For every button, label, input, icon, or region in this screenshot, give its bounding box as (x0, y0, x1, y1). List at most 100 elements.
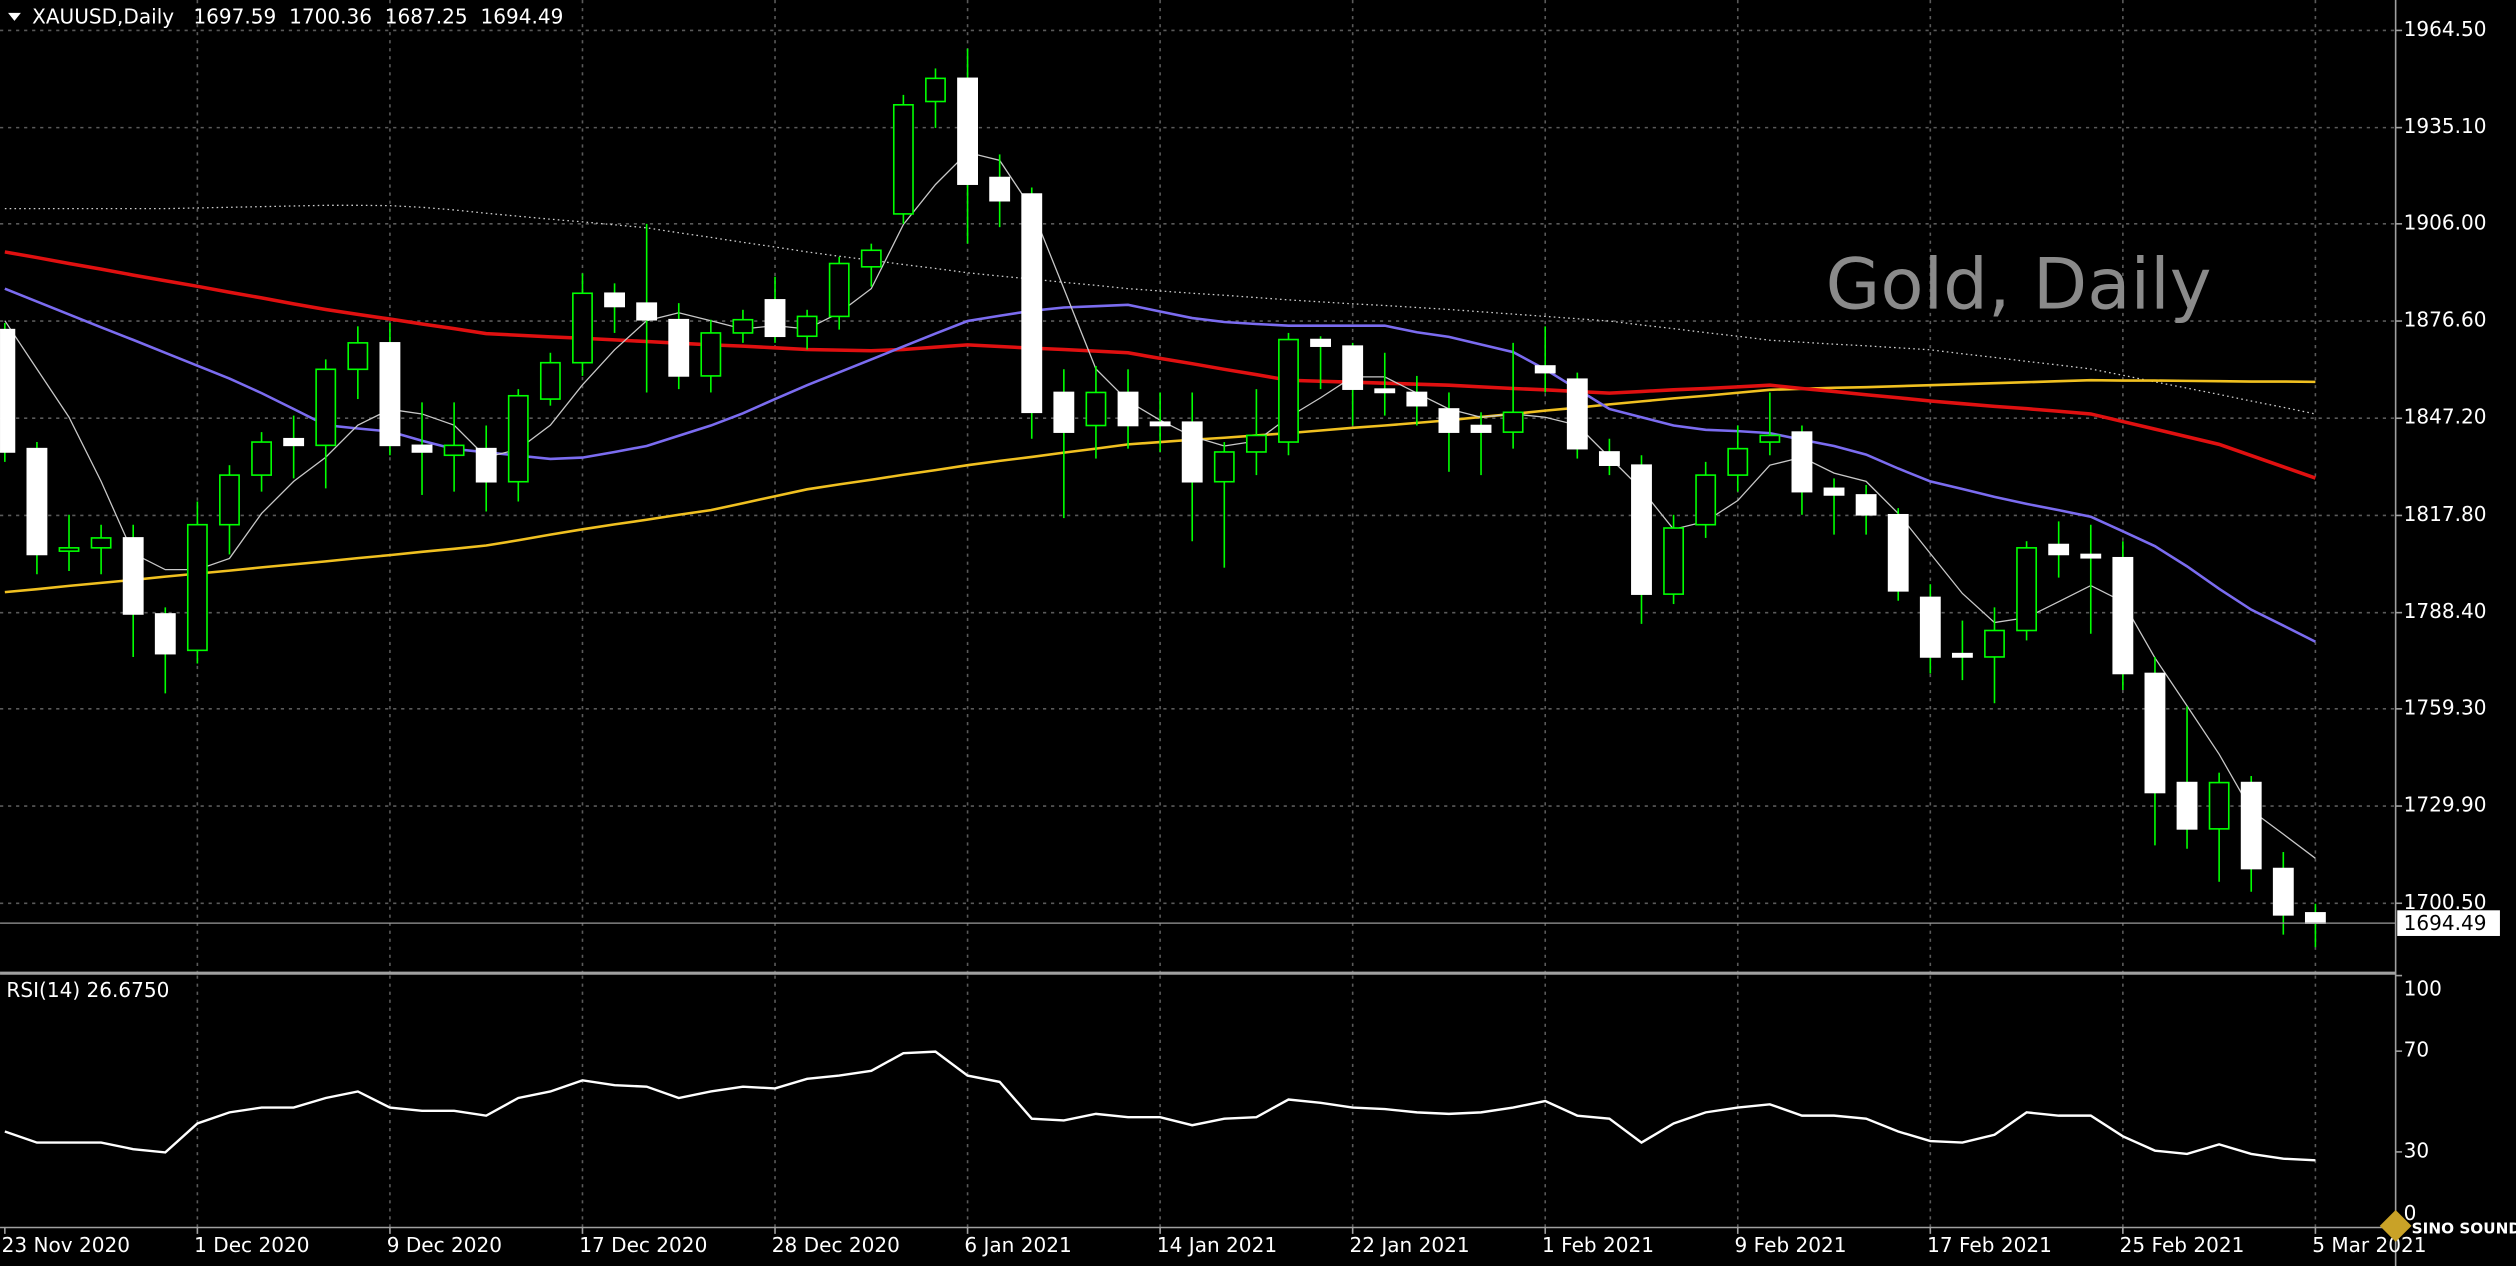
bull-body (443, 444, 465, 457)
bull-body (219, 474, 240, 526)
x-tick-label: 25 Feb 2021 (2120, 1233, 2245, 1257)
bull-body (1663, 527, 1685, 595)
bull-body (507, 394, 529, 483)
y-tick-label: 30 (2404, 1138, 2430, 1162)
bear-body (1117, 391, 1139, 427)
bear-body (1855, 494, 1877, 516)
rsi-panel (4, 1050, 2316, 1162)
y-tick-label: 1788.40 (2404, 599, 2487, 623)
bear-body (1342, 345, 1364, 390)
bull-body (58, 547, 80, 552)
bear-body (2112, 556, 2134, 675)
bear-body (2272, 867, 2294, 916)
bear-body (1181, 421, 1203, 483)
last-price-label: 1694.49 (2404, 911, 2487, 935)
bear-body (1406, 391, 1428, 407)
bear-body (1053, 391, 1075, 433)
bear-body (1470, 424, 1492, 433)
bear-body (604, 292, 625, 308)
watermark: Gold, Daily (1826, 242, 2212, 325)
last-open: 1697.59 (193, 4, 276, 28)
y-tick-label: 1964.50 (2404, 17, 2487, 41)
bear-body (989, 176, 1011, 202)
y-tick-label: 1906.00 (2404, 210, 2487, 234)
x-tick-label: 9 Feb 2021 (1735, 1233, 1847, 1257)
x-tick-label: 17 Feb 2021 (1927, 1233, 2052, 1257)
bull-body (90, 537, 112, 549)
last-high: 1700.36 (289, 4, 372, 28)
x-tick-label: 28 Dec 2020 (772, 1233, 900, 1257)
y-tick-label: 1759.30 (2404, 695, 2487, 719)
bull-body (572, 292, 593, 364)
time-axis: 23 Nov 2020 1 Dec 2020 9 Dec 2020 17 Dec 20… (2, 1227, 2426, 1257)
bull-body (1278, 338, 1299, 443)
y-tick-label: 100 (2404, 977, 2442, 1001)
bear-body (1021, 193, 1043, 414)
x-tick-label: 1 Dec 2020 (194, 1233, 309, 1257)
bear-body (1149, 421, 1171, 427)
bear-body (957, 77, 979, 185)
bull-body (2016, 547, 2038, 632)
bear-body (2304, 912, 2326, 924)
bear-body (668, 318, 690, 377)
bear-body (1534, 365, 1556, 374)
bull-body (1213, 451, 1235, 483)
bull-body (860, 249, 882, 268)
bear-body (411, 444, 433, 453)
bear-body (0, 328, 16, 453)
y-tick-label: 0 (2404, 1201, 2417, 1225)
bear-body (2240, 781, 2262, 870)
symbol: XAUUSD,Daily (32, 4, 174, 28)
bear-body (1631, 464, 1652, 595)
bear-body (636, 302, 658, 321)
y-tick-label: 1876.60 (2404, 308, 2487, 332)
logo: SINO SOUND (2379, 1210, 2516, 1242)
logo-text: SINO SOUND (2412, 1220, 2516, 1238)
moving-average (4, 204, 2316, 415)
grid (0, 0, 2396, 1228)
x-tick-label: 5 Mar 2021 (2312, 1233, 2426, 1257)
bull-body (1245, 434, 1267, 453)
bull-body (1085, 391, 1107, 427)
y-tick-label: 1935.10 (2404, 114, 2487, 138)
bear-body (2048, 543, 2070, 556)
bear-body (1438, 408, 1460, 433)
bear-body (1374, 388, 1396, 394)
logo-icon (2379, 1210, 2412, 1242)
bull-body (186, 523, 208, 652)
bear-body (764, 299, 786, 338)
bull-body (1984, 629, 2005, 658)
bull-body (251, 441, 272, 476)
x-tick-label: 9 Dec 2020 (387, 1233, 502, 1257)
bull-body (892, 104, 914, 215)
bull-body (796, 315, 818, 338)
bull-body (539, 361, 561, 400)
x-tick-label: 23 Nov 2020 (2, 1233, 130, 1257)
bull-body (1502, 411, 1524, 433)
chart-title: XAUUSD,Daily 1697.59 1700.36 1687.25 169… (32, 4, 563, 28)
x-tick-label: 22 Jan 2021 (1349, 1233, 1469, 1257)
price-panel (0, 48, 2326, 948)
bull-body (828, 262, 850, 318)
rsi-line (4, 1050, 2316, 1162)
last-low: 1687.25 (385, 4, 468, 28)
bear-body (154, 613, 176, 655)
menu-triangle[interactable] (8, 12, 21, 21)
bear-body (1566, 378, 1588, 450)
bull-body (315, 368, 337, 447)
x-tick-label: 14 Jan 2021 (1157, 1233, 1277, 1257)
x-tick-label: 17 Dec 2020 (579, 1233, 707, 1257)
moving-average (4, 250, 2316, 480)
bull-body (925, 77, 946, 103)
bull-body (1759, 434, 1781, 443)
bear-body (475, 447, 497, 483)
bear-body (1919, 596, 1941, 658)
bull-body (347, 342, 369, 371)
bear-body (1791, 431, 1813, 493)
bear-body (1887, 513, 1909, 592)
bear-body (1310, 338, 1332, 347)
